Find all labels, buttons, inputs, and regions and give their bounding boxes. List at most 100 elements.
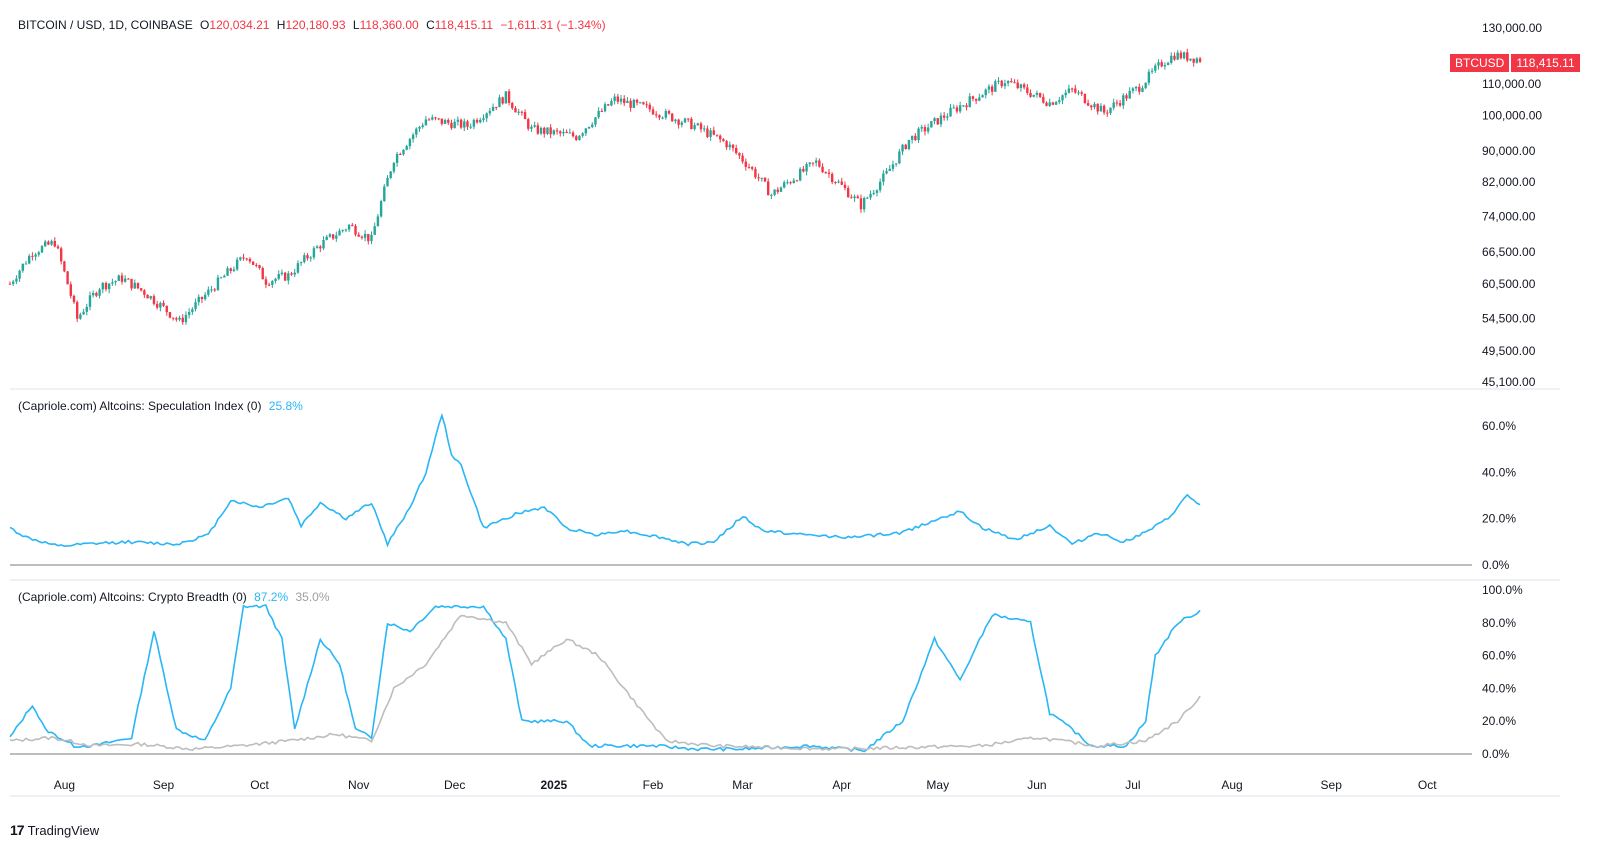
candle-body (555, 130, 559, 132)
time-axis[interactable]: Aug Sep Oct Nov Dec 2025 Feb Mar Apr May Jun Jul Aug… (54, 778, 1438, 792)
candle-body (459, 119, 463, 128)
candle-body (501, 97, 504, 104)
candle-body (552, 130, 556, 135)
candle-body (386, 177, 389, 187)
candle-body (379, 201, 383, 217)
candle-body (1010, 81, 1013, 83)
candle-body (453, 121, 456, 129)
candle-body (450, 122, 453, 129)
breadth-title[interactable]: (Capriole.com) Altcoins: Crypto Breadth … (18, 590, 247, 604)
candle-body (178, 317, 181, 320)
candle-body (274, 278, 277, 282)
candle-body (312, 248, 316, 258)
candle-body (917, 128, 920, 141)
tradingview-logo-icon: 17 (10, 822, 25, 838)
candle-body (27, 255, 31, 264)
candle-body (1074, 88, 1077, 93)
price-tick-label: 100,000.00 (1482, 109, 1542, 123)
candle-body (683, 118, 687, 123)
indicator-tick-label: 40.0% (1482, 681, 1516, 695)
ohlc-open: O120,034.21 (200, 18, 270, 32)
time-tick-label: Feb (643, 778, 664, 792)
candle-body (1000, 80, 1003, 87)
candle-body (910, 135, 914, 140)
candle-body (213, 289, 216, 291)
price-tick-label: 90,000.00 (1482, 144, 1536, 158)
price-tick-label: 74,000.00 (1482, 209, 1536, 223)
candle-body (69, 284, 72, 296)
candle-body (981, 95, 984, 98)
candle-body (741, 155, 744, 162)
candle-body (1070, 88, 1074, 90)
candle-body (399, 153, 402, 155)
last-price-tag: BTCUSD 118,415.11 (1450, 54, 1580, 72)
candle-body (885, 170, 888, 174)
candle-body (1067, 88, 1071, 93)
time-tick-label: Sep (153, 778, 175, 792)
candle-body (827, 172, 831, 174)
symbol-title[interactable]: BITCOIN / USD, 1D, COINBASE (18, 18, 193, 32)
candle-body (1179, 52, 1183, 59)
candle-body (779, 187, 783, 192)
candle-body (296, 263, 300, 273)
breadth-axis[interactable]: 100.0% 80.0% 60.0% 40.0% 20.0% 0.0% (1482, 583, 1523, 761)
series-line (9, 614, 1201, 752)
candle-body (843, 184, 847, 189)
price-tick-label: 82,000.00 (1482, 175, 1536, 189)
candle-body (629, 100, 632, 108)
candle-body (223, 275, 226, 278)
price-tick-label: 66,500.00 (1482, 245, 1536, 259)
candle-body (699, 123, 703, 130)
candle-body (674, 119, 677, 122)
time-tick-label: 2025 (540, 778, 567, 792)
candle-body (437, 118, 440, 120)
time-tick-label: Sep (1321, 778, 1343, 792)
candle-body (930, 121, 933, 128)
tradingview-logo[interactable]: 17 TradingView (10, 822, 99, 838)
candle-body (974, 98, 978, 101)
candle-body (949, 107, 952, 117)
candle-body (59, 248, 63, 262)
speculation-value: 25.8% (268, 399, 303, 413)
candle-body (971, 96, 975, 99)
speculation-axis[interactable]: 60.0% 40.0% 20.0% 0.0% (1482, 419, 1516, 572)
candle-body (331, 234, 335, 239)
candle-body (856, 196, 859, 199)
candle-body (443, 119, 447, 124)
candle-body (869, 193, 872, 198)
candle-body (367, 233, 370, 242)
candle-body (1134, 86, 1138, 89)
candle-body (200, 296, 204, 300)
candle-body (776, 189, 779, 192)
price-axis[interactable]: 130,000.00 110,000.00 100,000.00 90,000.00 8… (1482, 21, 1542, 389)
candle-body (664, 111, 668, 118)
candle-body (335, 235, 338, 239)
candle-body (632, 99, 636, 108)
candle-body (117, 275, 120, 281)
time-tick-label: Jul (1125, 778, 1140, 792)
candle-body (677, 119, 680, 125)
candle-body (1090, 105, 1093, 108)
tradingview-brand: TradingView (27, 822, 100, 838)
candle-body (597, 110, 600, 118)
candle-body (191, 309, 194, 313)
candle-body (63, 261, 66, 272)
candle-body (50, 240, 53, 245)
candle-body (402, 149, 405, 155)
candle-body (75, 302, 79, 319)
candle-body (1106, 112, 1109, 114)
candle-body (143, 290, 146, 295)
indicator-tick-label: 0.0% (1482, 558, 1510, 572)
candle-body (194, 302, 197, 310)
candle-body (866, 197, 869, 199)
candle-body (1109, 107, 1112, 114)
candle-body (651, 109, 655, 115)
speculation-title[interactable]: (Capriole.com) Altcoins: Speculation Ind… (18, 399, 262, 413)
candle-body (1038, 92, 1042, 97)
candle-body (66, 271, 69, 285)
price-tick-label: 60,500.00 (1482, 277, 1536, 291)
candle-body (79, 314, 82, 319)
candle-body (955, 107, 959, 112)
candle-body (830, 173, 834, 183)
